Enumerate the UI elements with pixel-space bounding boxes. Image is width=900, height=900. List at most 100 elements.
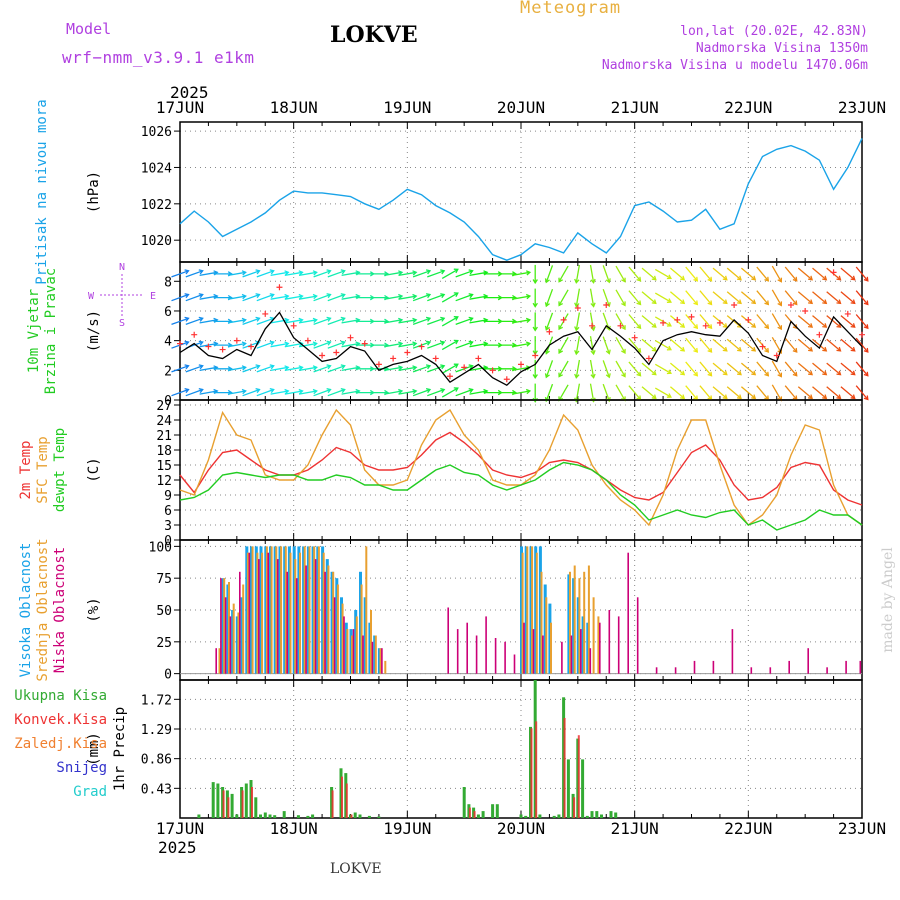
wind-arrow bbox=[441, 387, 459, 398]
wind-arrow bbox=[412, 293, 431, 302]
gust-marker bbox=[844, 310, 851, 317]
wind-arrowhead bbox=[764, 324, 770, 330]
cloud-bar-cloud_high bbox=[572, 578, 576, 674]
cloud-bar-cloud_high bbox=[548, 603, 552, 674]
cloud-bar-cloud_high bbox=[283, 546, 287, 674]
elevation-label: Nadmorska Visina 1350m bbox=[695, 41, 868, 56]
wind-arrowhead bbox=[590, 302, 596, 308]
precip-bar-precip_total bbox=[254, 797, 258, 818]
gust-marker bbox=[660, 319, 667, 326]
axis-title: Visoka Oblacnost bbox=[18, 543, 34, 678]
precip-bar-precip_total bbox=[306, 815, 310, 818]
wind-arrowhead bbox=[184, 364, 190, 370]
cloud-bar-cloud_mid bbox=[578, 578, 581, 674]
wind-arrow bbox=[615, 265, 626, 283]
wind-arrowhead bbox=[822, 394, 828, 400]
wind-arrow bbox=[384, 390, 403, 395]
wind-arrow bbox=[575, 312, 581, 331]
cloud-bar-cloud_low bbox=[485, 616, 487, 674]
wind-arrowhead bbox=[680, 346, 686, 352]
precip-bar-precip_total bbox=[296, 815, 300, 818]
wind-arrowhead bbox=[340, 364, 346, 370]
cloud-bar-cloud_low bbox=[248, 552, 251, 674]
wind-arrow bbox=[558, 384, 569, 401]
wind-arrowhead bbox=[241, 293, 247, 300]
wind-arrowhead bbox=[822, 299, 828, 305]
wind-arrow bbox=[797, 338, 813, 352]
wind-arrow bbox=[826, 315, 841, 328]
wind-arrow bbox=[756, 290, 769, 305]
wind-arrow bbox=[441, 340, 459, 351]
wind-arrowhead bbox=[822, 323, 828, 328]
cloud-bar-cloud_mid bbox=[251, 546, 254, 674]
wind-arrow bbox=[726, 386, 742, 399]
wind-arrowhead bbox=[440, 316, 446, 322]
precip-bar-precip_conv bbox=[227, 797, 230, 818]
wind-arrowhead bbox=[544, 278, 550, 284]
wind-arrow bbox=[171, 388, 189, 397]
wind-arrowhead bbox=[198, 364, 204, 370]
wind-arrow bbox=[171, 293, 189, 302]
wind-arrowhead bbox=[440, 387, 446, 394]
wind-arrowhead bbox=[412, 293, 418, 300]
wind-arrow bbox=[398, 390, 417, 395]
wind-arrowhead bbox=[440, 293, 446, 299]
wind-arrowhead bbox=[468, 340, 474, 346]
wind-arrow bbox=[855, 266, 869, 282]
wind-arrowhead bbox=[326, 316, 332, 322]
wind-arrow bbox=[313, 293, 331, 302]
wind-arrow bbox=[455, 293, 473, 302]
wind-arrow bbox=[712, 338, 728, 352]
wind-arrowhead bbox=[707, 276, 713, 282]
cloud-bar-cloud_high bbox=[538, 546, 542, 674]
wind-arrowhead bbox=[453, 316, 459, 321]
wind-arrow bbox=[797, 386, 813, 399]
wind-arrow bbox=[242, 317, 260, 326]
wind-arrowhead bbox=[412, 317, 418, 323]
x-tick-label-bottom: 18JUN bbox=[270, 819, 318, 838]
axis-title: Pritisak na nivou mora bbox=[34, 99, 50, 284]
wind-arrowhead bbox=[822, 370, 828, 376]
wind-arrowhead bbox=[666, 345, 672, 351]
precip-bar-precip_conv bbox=[350, 814, 353, 818]
precip-bar-precip_total bbox=[230, 793, 234, 818]
wind-arrow bbox=[756, 385, 769, 400]
cloud-bar-cloud_high bbox=[567, 574, 571, 674]
wind-arrow bbox=[797, 267, 813, 281]
wind-arrow bbox=[669, 362, 685, 376]
gust-marker bbox=[446, 373, 453, 380]
axis-title: 10m Vjetar bbox=[26, 289, 42, 373]
wind-arrow bbox=[784, 337, 798, 353]
cloud-bar-cloud_high bbox=[297, 546, 301, 674]
cloud-bar-cloud_mid bbox=[327, 565, 330, 674]
wind-arrow bbox=[855, 361, 869, 377]
wind-arrowhead bbox=[453, 268, 459, 274]
gust-marker bbox=[603, 302, 610, 309]
x-tick-label-top: 20JUN bbox=[497, 98, 545, 117]
wind-arrow bbox=[685, 290, 698, 305]
wind-arrowhead bbox=[453, 387, 459, 392]
legend-precip_conv: Konvek.Kisa bbox=[14, 712, 107, 728]
wind-arrow bbox=[199, 271, 218, 277]
wind-arrow bbox=[784, 385, 798, 400]
wind-arrow bbox=[270, 271, 289, 277]
cloud-bar-cloud_low bbox=[788, 660, 790, 674]
precip-bar-precip_total bbox=[216, 783, 220, 818]
precip-bar-precip_total bbox=[609, 811, 613, 818]
cloud-bar-cloud_low bbox=[589, 648, 592, 674]
wind-arrow bbox=[797, 315, 813, 328]
gust-marker bbox=[716, 319, 723, 326]
wind-arrowhead bbox=[808, 370, 814, 376]
model-label: Model bbox=[66, 20, 112, 38]
cloud-bar-cloud_mid bbox=[587, 565, 590, 674]
wind-arrow bbox=[654, 340, 672, 351]
wind-arrow bbox=[455, 388, 473, 397]
wind-arrow bbox=[669, 386, 685, 399]
wind-arrow bbox=[740, 362, 756, 376]
axis-title: 2m Temp bbox=[18, 440, 34, 499]
wind-arrow bbox=[384, 342, 403, 348]
wind-arrow bbox=[545, 383, 554, 402]
gust-marker bbox=[233, 337, 240, 344]
wind-arrow bbox=[256, 341, 274, 349]
wind-arrowhead bbox=[666, 298, 672, 303]
